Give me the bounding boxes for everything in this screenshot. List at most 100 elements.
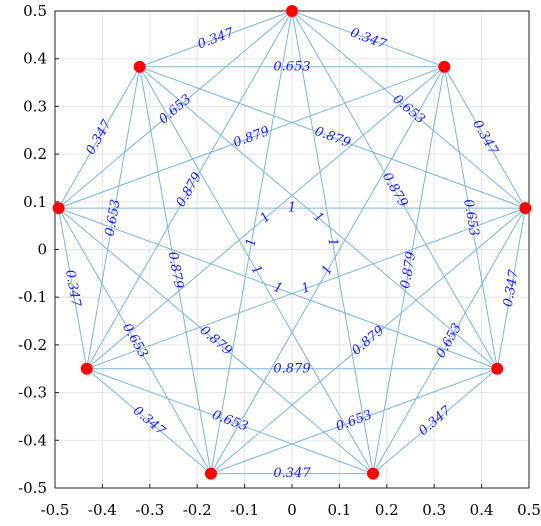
graph-edge xyxy=(86,368,212,474)
edge-weight-label: 1 xyxy=(258,209,274,226)
graph-edge xyxy=(139,10,293,68)
edge-weight-label: 0.347 xyxy=(416,403,455,439)
graph-edge xyxy=(291,10,526,209)
edge-weight-label: 0.879 xyxy=(231,124,271,151)
graph-edge xyxy=(139,66,374,474)
graph-edge xyxy=(443,66,526,209)
y-tick-label: 0.3 xyxy=(23,97,47,115)
edge-weight-label: 0.879 xyxy=(165,251,186,290)
y-axis: 0.5 0.4 0.3 0.2 0.1 0 -0.1 -0.2 -0.3 -0.4 -0.5 xyxy=(18,2,59,497)
graph-edge xyxy=(496,208,526,369)
y-tick-label: 0.2 xyxy=(23,145,47,163)
x-tick-label: -0.4 xyxy=(88,501,117,519)
x-tick-label: 0.2 xyxy=(375,501,399,519)
edge-weight-label: 0.879 xyxy=(312,124,352,151)
graph-edge xyxy=(86,66,141,369)
x-tick-label: 0.5 xyxy=(517,501,541,519)
edge-weight-label: 0.347 xyxy=(83,117,115,157)
graph-edge xyxy=(372,368,498,474)
graph-edge xyxy=(58,207,374,474)
y-tick-label: 0 xyxy=(37,241,47,259)
edge-weight-label: 0.347 xyxy=(62,269,83,309)
edge-weight-label: 1 xyxy=(243,237,259,248)
graph-node xyxy=(133,60,146,73)
graph-edge xyxy=(210,10,293,474)
graph-node xyxy=(519,202,532,215)
edge-weight-label: 0.347 xyxy=(501,268,522,308)
graph-edge xyxy=(139,66,526,209)
graph-edge xyxy=(210,368,498,475)
y-tick-label: -0.3 xyxy=(18,384,47,402)
edge-weight-label: 1 xyxy=(310,209,326,226)
graph-edge xyxy=(443,66,498,369)
graph-node xyxy=(438,60,451,73)
y-tick-label: -0.5 xyxy=(18,479,47,497)
graph-edge xyxy=(291,10,498,369)
edge-weight-label: 0.347 xyxy=(130,403,169,439)
nodes xyxy=(52,5,532,480)
x-tick-label: 0.3 xyxy=(422,501,446,519)
graph-node xyxy=(80,362,93,375)
graph-edge xyxy=(210,207,526,474)
graph-edge xyxy=(372,207,526,474)
x-tick-label: -0.1 xyxy=(230,501,259,519)
x-tick-label: -0.5 xyxy=(41,501,70,519)
graph-edge xyxy=(86,10,293,369)
y-tick-label: 0.5 xyxy=(23,2,47,20)
y-tick-label: 0.4 xyxy=(23,50,47,68)
x-tick-label: 0 xyxy=(287,501,297,519)
x-axis: -0.5 -0.4 -0.3 -0.2 -0.1 0 0.1 0.2 0.3 0.4 0.5 xyxy=(41,484,541,519)
edge-weight-label: 0.879 xyxy=(398,251,419,290)
graph-node xyxy=(52,202,65,215)
y-tick-label: -0.1 xyxy=(18,288,47,306)
y-tick-label: -0.4 xyxy=(18,431,47,449)
edge-weight-label: 1 xyxy=(288,201,296,216)
edge-weight-label: 1 xyxy=(271,280,284,297)
graph-edge xyxy=(86,368,374,475)
graph-edge xyxy=(86,207,526,370)
graph-edge xyxy=(210,66,445,474)
graph-node xyxy=(367,467,380,480)
graph-edge xyxy=(139,66,498,370)
x-tick-label: -0.3 xyxy=(135,501,164,519)
edge-weight-label: 0.347 xyxy=(348,25,389,52)
edge-weight-label: 0.653 xyxy=(103,198,124,237)
edge-weight-label: 1 xyxy=(324,237,340,248)
x-tick-label: 0.4 xyxy=(470,501,494,519)
graph-edge xyxy=(291,10,374,474)
edge-weight-label: 0.879 xyxy=(273,361,310,376)
y-tick-label: -0.2 xyxy=(18,336,47,354)
edge-weight-label: 1 xyxy=(300,280,313,297)
graph-edge xyxy=(58,207,212,474)
edge-weight-label: 0.347 xyxy=(273,466,311,481)
x-tick-label: -0.2 xyxy=(183,501,212,519)
graph-edge xyxy=(58,66,445,209)
edge-weight-label: 0.879 xyxy=(349,323,387,358)
graph-node xyxy=(204,467,217,480)
edge-weight-label: 0.653 xyxy=(210,408,250,435)
graph-edge xyxy=(139,66,212,474)
edge-weight-label: 0.879 xyxy=(197,323,235,358)
graph-edge xyxy=(58,208,88,369)
y-tick-label: 0.1 xyxy=(23,193,47,211)
edge-weight-label: 0.347 xyxy=(196,25,237,52)
graph-edge xyxy=(291,10,445,68)
edge-weight-label: 0.653 xyxy=(273,59,310,74)
graph-edge xyxy=(86,66,445,370)
graph-edge xyxy=(58,207,498,370)
edge-weight-label: 0.879 xyxy=(174,170,206,210)
graph-edge xyxy=(58,66,141,209)
edge-weight-label: 0.347 xyxy=(469,118,501,158)
edge-weight-label: 0.653 xyxy=(334,408,374,435)
graph-edge xyxy=(372,66,445,474)
edge-weight-label: 1 xyxy=(319,263,336,278)
x-tick-label: 0.1 xyxy=(327,501,351,519)
edges xyxy=(58,10,526,475)
grid xyxy=(54,10,530,489)
edge-weight-label: 1 xyxy=(248,263,265,278)
edge-weight-label: 0.653 xyxy=(460,198,481,237)
graph-edge xyxy=(58,10,293,209)
graph-node xyxy=(286,5,298,17)
graph-node xyxy=(491,362,504,375)
